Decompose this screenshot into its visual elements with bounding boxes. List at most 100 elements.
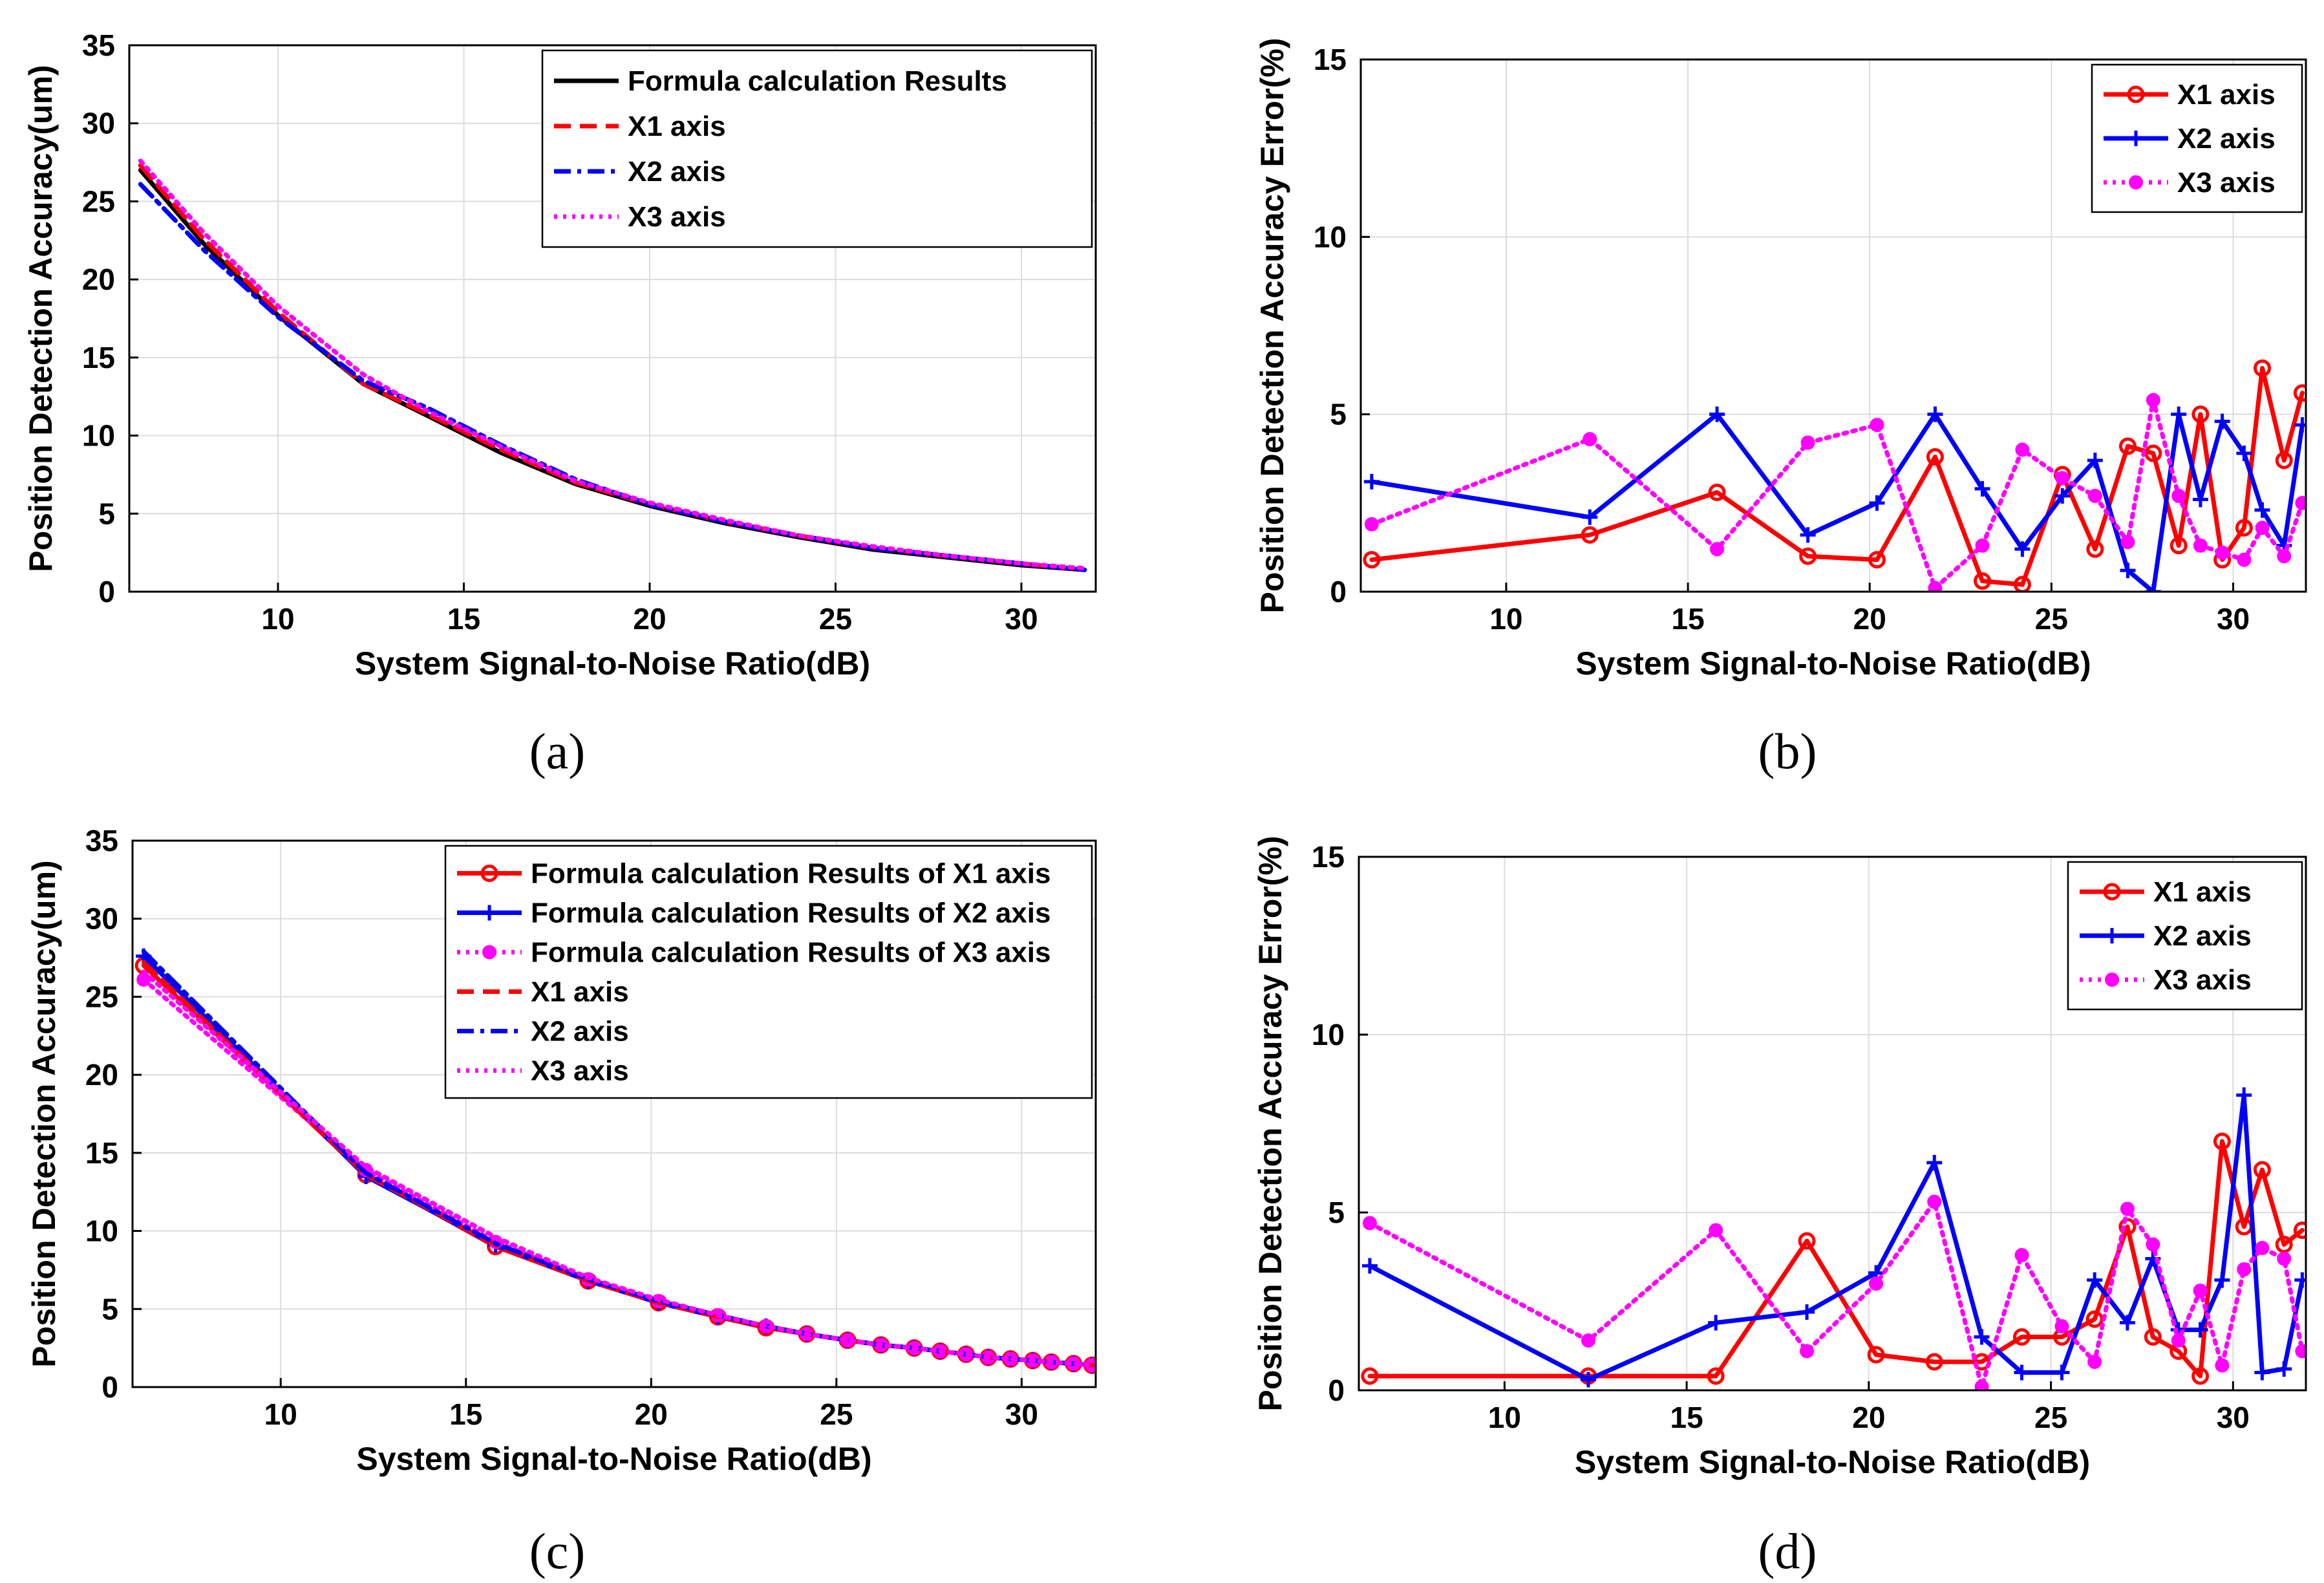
data-point: [1870, 418, 1884, 433]
data-point: [1583, 432, 1597, 447]
data-point: [2237, 552, 2252, 567]
series-line-1: [1369, 365, 2305, 587]
data-point: [1928, 581, 1943, 592]
data-point: [1975, 538, 1990, 553]
data-point: [2146, 393, 2160, 407]
y-axis-title: Position Detection Accuracy Error(%): [1252, 835, 1288, 1411]
panel-label: (a): [529, 723, 586, 779]
data-point: [1800, 435, 1815, 450]
data-point: [1580, 1372, 1596, 1388]
x-tick-label: 25: [819, 602, 852, 636]
data-point: [2171, 406, 2187, 422]
legend-label-6: X3 axis: [531, 1055, 629, 1087]
x-axis-title: System Signal-to-Noise Ratio(dB): [1575, 645, 2091, 682]
data-point: [2295, 495, 2306, 510]
data-point: [2014, 1364, 2030, 1381]
data-point: [2144, 1328, 2162, 1346]
data-point: [1974, 572, 1992, 590]
x-tick-label: 15: [1670, 1401, 1703, 1434]
x-tick-label: 10: [264, 1397, 297, 1431]
legend-marker: [2128, 131, 2144, 146]
data-point: [2054, 488, 2071, 504]
x-tick-label: 15: [449, 1397, 482, 1431]
y-tick-label: 35: [82, 28, 115, 62]
data-point: [2014, 1248, 2029, 1262]
axes-box: [128, 44, 1097, 593]
y-tick-label: 5: [1328, 1196, 1345, 1229]
data-point: [2087, 452, 2103, 468]
legend-label-1: Formula calculation Results: [628, 65, 1007, 97]
y-tick-label: 10: [85, 1214, 118, 1248]
data-point: [1799, 547, 1817, 565]
legend-marker: [2105, 973, 2119, 987]
y-tick-label: 0: [1328, 1373, 1345, 1407]
data-point: [2144, 444, 2162, 462]
y-tick-label: 30: [85, 902, 118, 936]
y-tick-label: 5: [101, 1292, 118, 1326]
data-point: [1581, 526, 1599, 544]
data-point: [1362, 1216, 1377, 1231]
data-point: [2253, 1161, 2271, 1179]
y-axis-title: Position Detection Accuracy(um): [23, 65, 59, 572]
legend-marker: [2104, 928, 2120, 943]
data-point: [2146, 1237, 2160, 1252]
y-tick-label: 10: [1314, 220, 1347, 253]
legend-label-4: X1 axis: [531, 976, 629, 1008]
data-point: [1974, 480, 1990, 497]
data-point: [1974, 1379, 1989, 1390]
y-tick-label: 25: [82, 184, 115, 218]
legend-marker: [2103, 883, 2121, 901]
legend-marker: [2129, 175, 2143, 189]
data-point: [2015, 442, 2030, 457]
data-point: [1974, 1329, 1990, 1345]
data-point: [1868, 551, 1886, 569]
data-point: [2215, 545, 2230, 560]
x-tick-label: 20: [635, 1397, 668, 1431]
legend-marker: [482, 945, 496, 960]
x-tick-label: 30: [2217, 602, 2250, 636]
legend-box: [541, 49, 1093, 248]
data-point: [2214, 413, 2230, 429]
y-tick-label: 15: [1314, 43, 1347, 76]
data-point: [1800, 527, 1816, 543]
data-point: [2193, 538, 2208, 553]
legend-label-5: X2 axis: [531, 1016, 629, 1048]
data-point: [2118, 437, 2137, 455]
data-point: [2054, 1319, 2069, 1333]
data-point: [2293, 384, 2306, 402]
legend-marker: [480, 865, 498, 882]
y-axis-title: Position Detection Accuracy(um): [26, 860, 62, 1367]
x-tick-label: 10: [1489, 602, 1522, 636]
data-point: [2293, 1222, 2306, 1239]
y-axis-title: Position Detection Accuracy Error(%): [1254, 38, 1290, 613]
data-point: [1582, 509, 1598, 525]
data-point: [1869, 495, 1885, 511]
legend-label-1: X1 axis: [2177, 79, 2276, 111]
series-line-1: [1367, 1139, 2305, 1379]
data-point: [2277, 549, 2292, 564]
legend: X1 axis X2 axis X3 axis: [2067, 861, 2303, 1011]
y-tick-label: 20: [82, 263, 115, 296]
data-point: [1707, 1367, 1725, 1385]
data-point: [2255, 1241, 2270, 1255]
data-point: [2120, 535, 2135, 550]
data-point: [1709, 1223, 1723, 1238]
legend: X1 axis X2 axis X3 axis: [2091, 63, 2303, 213]
y-tick-label: 20: [85, 1058, 118, 1092]
data-point: [1708, 483, 1726, 501]
data-point: [2192, 491, 2208, 508]
data-point: [2014, 541, 2031, 557]
data-point: [1710, 542, 1725, 557]
chart-b: 10 15 20 25 30 0 5 10 15 System Signal-to-Noise R…: [1254, 38, 2307, 779]
data-point: [2277, 1251, 2292, 1266]
x-tick-label: 15: [447, 602, 480, 636]
x-tick-label: 20: [1853, 602, 1886, 636]
legend-label-2: Formula calculation Results of X2 axis: [531, 898, 1050, 929]
data-point: [2235, 519, 2253, 537]
panel-label: (c): [529, 1523, 586, 1579]
data-point: [2087, 1355, 2102, 1369]
data-point: [1364, 517, 1379, 532]
panel-label: (d): [1758, 1523, 1817, 1579]
data-point: [2255, 521, 2270, 535]
